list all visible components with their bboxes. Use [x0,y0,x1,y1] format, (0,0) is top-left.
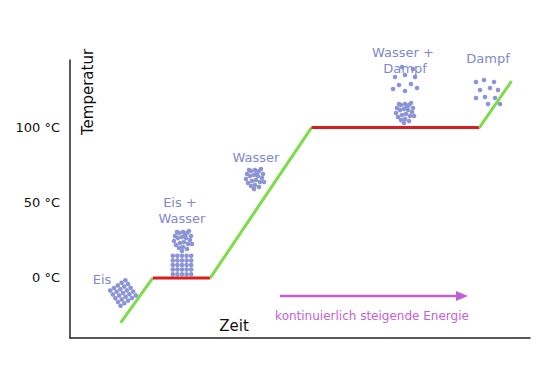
svg-text:Dampf: Dampf [383,61,427,76]
svg-text:Dampf: Dampf [466,51,510,66]
svg-text:0 °C: 0 °C [32,270,60,285]
svg-text:100 °C: 100 °C [15,120,60,135]
svg-text:Wasser +: Wasser + [372,45,438,60]
svg-text:50 °C: 50 °C [24,195,60,210]
svg-text:Wasser: Wasser [159,211,207,226]
svg-text:Wasser: Wasser [233,150,281,165]
svg-text:Eis +: Eis + [163,195,201,210]
svg-text:Eis: Eis [93,272,112,287]
svg-text:Zeit: Zeit [219,317,249,335]
svg-text:Temperatur: Temperatur [79,48,97,136]
svg-text:kontinuierlich steigende Energ: kontinuierlich steigende Energie [275,309,469,323]
